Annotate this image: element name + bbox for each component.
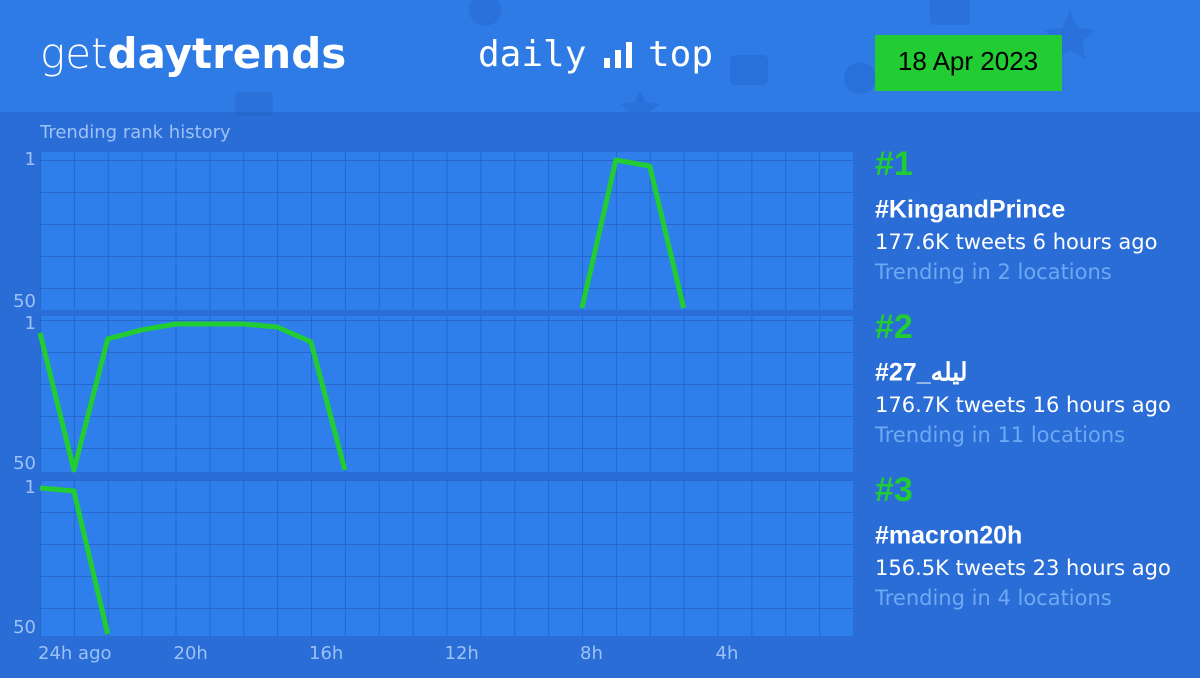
trend-tweets: 156.5K tweets 23 hours ago xyxy=(875,556,1171,580)
plot-area xyxy=(40,480,853,636)
x-tick-label: 20h xyxy=(174,643,208,664)
trend-rank: #2 xyxy=(875,308,913,346)
chart-title: Trending rank history xyxy=(39,122,231,143)
y-tick-label: 50 xyxy=(13,453,36,474)
trend-locations: Trending in 11 locations xyxy=(874,423,1125,447)
trend-locations: Trending in 2 locations xyxy=(874,260,1112,284)
trend-rank: #3 xyxy=(875,471,913,509)
trend-locations: Trending in 4 locations xyxy=(874,586,1112,610)
logo: getdaytrends xyxy=(40,29,346,78)
y-tick-label: 1 xyxy=(25,149,36,170)
plot-area xyxy=(40,316,853,472)
trend-rank: #1 xyxy=(875,145,913,183)
plot-area xyxy=(40,152,853,310)
x-tick-label: 4h xyxy=(716,643,739,664)
trend-name: #KingandPrince xyxy=(875,196,1065,224)
y-tick-label: 1 xyxy=(25,477,36,498)
date-box xyxy=(875,35,1062,91)
rank-line xyxy=(39,485,111,635)
trend-tweets: 177.6K tweets 6 hours ago xyxy=(875,230,1157,254)
y-tick-label: 50 xyxy=(13,617,36,638)
date: 18 Apr 2023 xyxy=(898,46,1038,76)
tagline-daily: daily xyxy=(478,34,586,75)
y-tick-label: 50 xyxy=(13,291,36,312)
rank-line xyxy=(579,157,687,309)
x-tick-label: 8h xyxy=(580,643,603,664)
y-tick-label: 1 xyxy=(25,313,36,334)
x-tick-label: 24h ago xyxy=(38,643,112,664)
trend-name: #macron20h xyxy=(875,522,1022,550)
tagline-top: top xyxy=(648,34,713,75)
x-tick-label: 16h xyxy=(309,643,343,664)
trend-name: #ليله_27 xyxy=(875,359,967,387)
tagline-icon xyxy=(604,42,632,68)
x-tick-label: 12h xyxy=(445,643,479,664)
trend-tweets: 176.7K tweets 16 hours ago xyxy=(875,393,1171,417)
trend-list: #1 #KingandPrince 177.6K tweets 6 hours ag… xyxy=(874,145,1171,610)
rank-line xyxy=(37,321,348,473)
